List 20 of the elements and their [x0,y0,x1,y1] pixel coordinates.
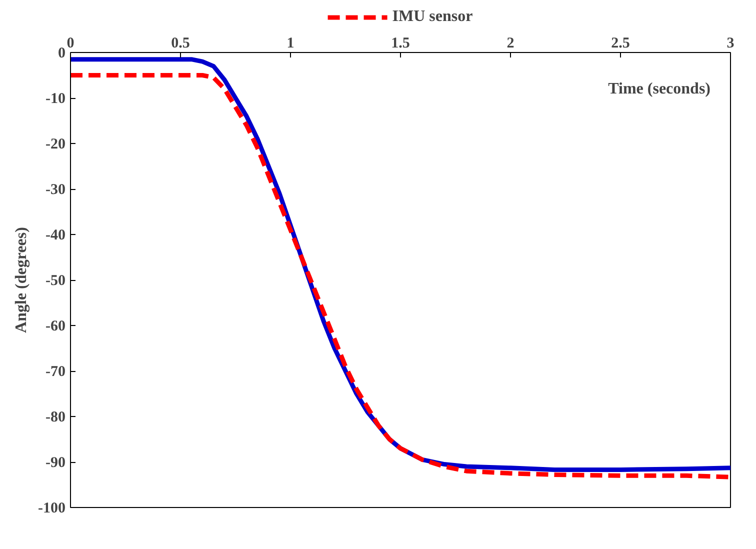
y-tick-label: -50 [46,273,66,289]
y-tick-label: -30 [46,182,66,198]
legend-label: IMU sensor [392,8,473,26]
x-axis-title: Time (seconds) [608,80,711,98]
y-tick-label: 0 [58,46,66,62]
x-tick-label: 3 [726,36,734,52]
y-tick-label: -40 [46,228,66,244]
y-axis-title: Angle (degrees) [13,227,30,333]
x-tick-label: 2 [506,36,514,52]
y-tick-label: -10 [46,91,66,107]
y-tick-label: -20 [46,136,66,152]
y-tick-label: -60 [46,318,66,334]
x-tick-label: 0.5 [171,36,190,52]
y-tick-label: -70 [46,364,66,380]
x-tick-label: 1.5 [391,36,410,52]
x-tick-label: 1 [286,36,294,52]
y-tick-label: -80 [46,410,66,426]
y-tick-label: -90 [46,455,66,471]
x-tick-label: 2.5 [611,36,630,52]
y-tick-label: -100 [38,500,66,516]
